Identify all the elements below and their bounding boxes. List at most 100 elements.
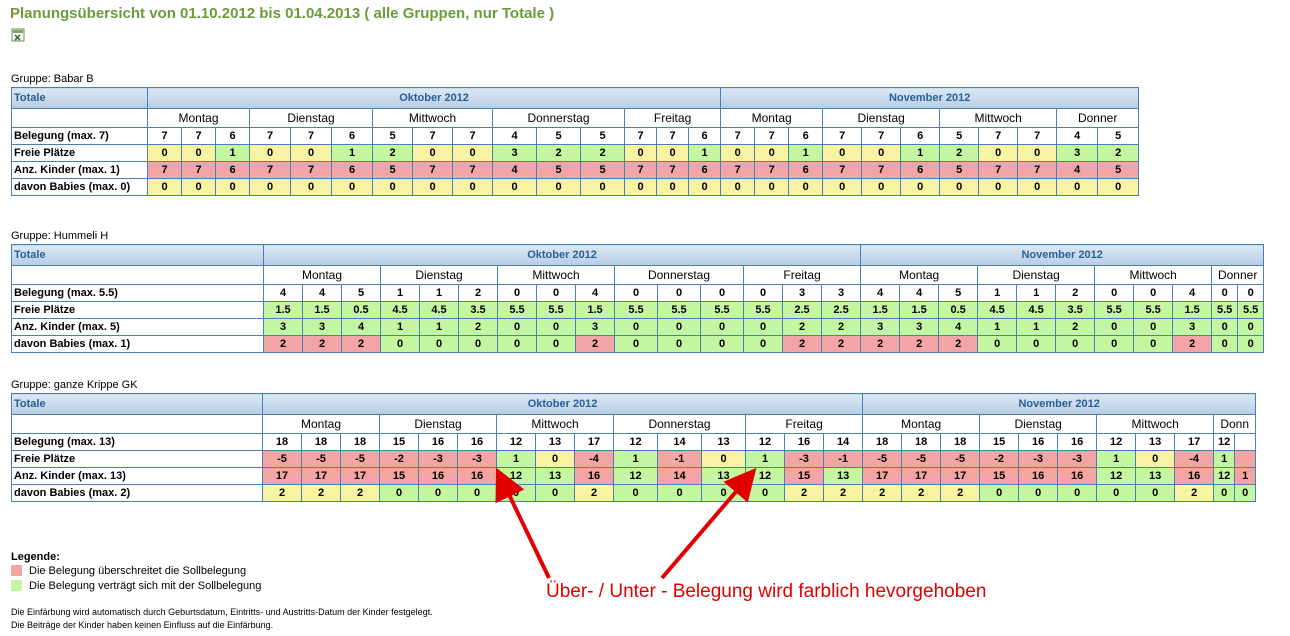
value-cell: 0 — [412, 144, 453, 162]
totale-header: Totale — [11, 393, 263, 415]
value-cell: -2 — [379, 450, 419, 468]
value-cell: 0 — [372, 178, 413, 196]
value-cell: 0 — [380, 335, 420, 353]
value-cell: 0 — [418, 484, 458, 502]
value-cell: 0 — [215, 178, 250, 196]
value-cell: 2 — [263, 335, 303, 353]
value-cell: 2 — [574, 484, 614, 502]
value-cell: 17 — [574, 433, 614, 451]
footnote-coloring: Die Einfärbung wird automatisch durch Ge… — [11, 607, 433, 617]
days-row: Montag Dienstag Mittwoch Donnerstag Freitag M… — [11, 414, 1257, 434]
value-cell: 0 — [536, 318, 576, 336]
value-cell: 0 — [656, 144, 689, 162]
month-header: November 2012 — [862, 393, 1257, 415]
value-cell: 0 — [900, 178, 941, 196]
legend-label-over: Die Belegung überschreitet die Sollbeleg… — [29, 564, 247, 577]
value-cell: 1.5 — [899, 301, 940, 319]
data-row: Anz. Kinder (max. 13) 17 17 17 15 16 16 12 13 16 1… — [11, 467, 1257, 485]
value-cell: -3 — [1057, 450, 1098, 468]
value-cell: 0 — [614, 335, 658, 353]
value-cell: 1 — [1234, 467, 1257, 485]
data-row: Anz. Kinder (max. 1) 7 7 6 7 7 6 5 7 7 4 5 5 7 7 6 7 7 6 7 7… — [11, 161, 1140, 179]
value-cell: 0 — [1056, 178, 1099, 196]
value-cell: 0 — [657, 484, 702, 502]
value-cell: -3 — [457, 450, 497, 468]
value-cell: 5.5 — [743, 301, 783, 319]
value-cell: 16 — [1057, 467, 1098, 485]
value-cell: 1 — [496, 450, 536, 468]
value-cell: 2 — [938, 335, 979, 353]
value-cell: 0 — [458, 335, 498, 353]
value-cell: 0 — [181, 144, 216, 162]
excel-export-icon[interactable] — [11, 28, 25, 42]
value-cell: 0 — [452, 144, 493, 162]
value-cell: -5 — [940, 450, 981, 468]
row-label: davon Babies (max. 0) — [11, 178, 148, 196]
value-cell: 17 — [901, 467, 942, 485]
value-cell: 7 — [822, 161, 863, 179]
value-cell: 0 — [687, 178, 722, 196]
value-cell: 2 — [458, 318, 498, 336]
value-cell: 0 — [536, 178, 581, 196]
value-cell: 1.5 — [860, 301, 901, 319]
value-cell: -2 — [979, 450, 1020, 468]
day-header: Montag — [862, 414, 981, 434]
value-cell: 1 — [900, 144, 941, 162]
value-cell: 2 — [862, 484, 903, 502]
group-title: Gruppe: Hummeli H — [11, 230, 109, 242]
planning-table: Totale Oktober 2012 November 2012 Montag Die… — [11, 87, 1140, 196]
value-cell: 0 — [580, 178, 625, 196]
value-cell: 0 — [1055, 335, 1096, 353]
value-cell: 0 — [419, 335, 459, 353]
value-cell: 3 — [263, 318, 303, 336]
value-cell: 4.5 — [1016, 301, 1057, 319]
value-cell: 0 — [452, 178, 493, 196]
arrow-left — [495, 467, 551, 579]
value-cell: 0 — [492, 178, 537, 196]
group-title: Gruppe: Babar B — [11, 73, 94, 85]
value-cell: 1 — [687, 144, 722, 162]
value-cell: 2 — [822, 484, 864, 502]
value-cell: 2 — [262, 484, 302, 502]
value-cell: 17 — [301, 467, 341, 485]
value-cell: -5 — [301, 450, 341, 468]
value-cell: 0 — [978, 178, 1019, 196]
day-header: Dienstag — [249, 108, 373, 128]
value-cell: 16 — [418, 467, 458, 485]
value-cell: 4 — [341, 318, 381, 336]
days-row: Montag Dienstag Mittwoch Donnerstag Freitag M… — [11, 108, 1140, 128]
value-cell: 0 — [1237, 284, 1265, 302]
header-row: Totale Oktober 2012 November 2012 — [11, 244, 1265, 266]
value-cell: 3.5 — [1055, 301, 1096, 319]
data-row: Anz. Kinder (max. 5) 3 3 4 1 1 2 0 0 3 0 0 0 0 2 2 3 3 4 1 1… — [11, 318, 1265, 336]
value-cell: 1 — [419, 318, 459, 336]
value-cell: 12 — [1213, 467, 1236, 485]
legend-heading: Legende: — [11, 551, 60, 563]
value-cell: 0 — [1097, 178, 1140, 196]
value-cell: 5.5 — [497, 301, 537, 319]
value-cell: 2 — [940, 484, 981, 502]
data-row: Belegung (max. 5.5) 4 4 5 1 1 2 0 0 4 0 0 0 0 3 3 4 4 5 1 1 2… — [11, 284, 1265, 302]
value-cell: 2 — [820, 335, 862, 353]
value-cell: 16 — [574, 467, 614, 485]
month-header: Oktober 2012 — [262, 244, 862, 266]
page-title: Planungsübersicht von 01.10.2012 bis 01.… — [10, 5, 555, 22]
value-cell: 0 — [1135, 450, 1176, 468]
day-header: Freitag — [623, 108, 722, 128]
day-header: Dienstag — [979, 414, 1098, 434]
day-header: Dienstag — [977, 265, 1096, 285]
value-cell: 3.5 — [458, 301, 498, 319]
value-cell: 0 — [1234, 484, 1257, 502]
value-cell: 0 — [331, 178, 373, 196]
planning-table: Totale Oktober 2012 November 2012 Montag Die… — [11, 393, 1257, 502]
value-cell: 5.5 — [536, 301, 576, 319]
value-cell: 7 — [412, 161, 453, 179]
group-title: Gruppe: ganze Krippe GK — [11, 379, 138, 391]
value-cell: 0 — [977, 335, 1018, 353]
row-label: davon Babies (max. 2) — [11, 484, 263, 502]
data-row: Freie Plätze -5 -5 -5 -2 -3 -3 1 0 -4 1 -1 0 1 -3 -1 -5-… — [11, 450, 1257, 468]
value-cell: -5 — [901, 450, 942, 468]
value-cell: 2.5 — [782, 301, 822, 319]
value-cell: 4.5 — [380, 301, 420, 319]
data-row: Belegung (max. 7) 7 7 6 7 7 6 5 7 7 4 5 5 7 7 6 7 7 6 7 7 6 5 7… — [11, 127, 1140, 145]
